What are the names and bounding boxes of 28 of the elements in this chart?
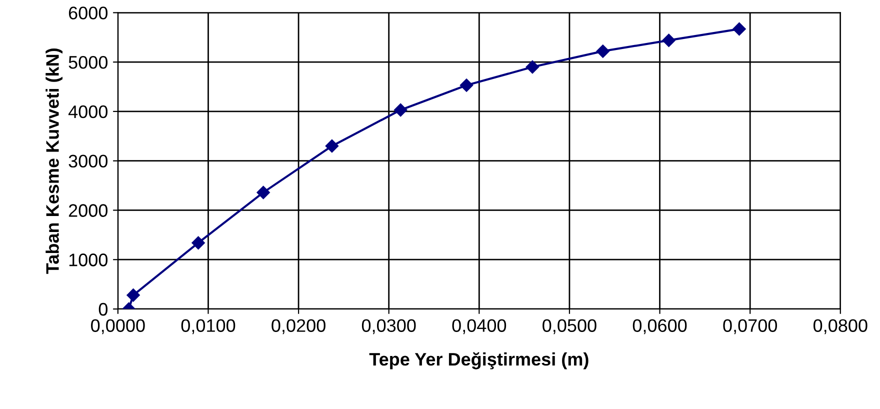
y-axis-title: Taban Kesme Kuvveti (kN) (46, 48, 62, 274)
x-axis-title: Tepe Yer Değiştirmesi (m) (369, 352, 588, 370)
x-tick-label: 0,0600 (632, 319, 687, 334)
x-tick-label: 0,0200 (272, 319, 326, 334)
point (596, 44, 610, 58)
y-tick-label: 4000 (68, 105, 108, 118)
x-tick-label: 0,0000 (91, 319, 145, 334)
point (126, 288, 140, 302)
x-tick-label: 0,0100 (181, 319, 236, 334)
point (732, 22, 746, 36)
point (460, 78, 474, 92)
point (394, 103, 408, 117)
y-tick-label: 2000 (68, 204, 108, 217)
y-tick-label: 3000 (68, 154, 108, 168)
point (662, 34, 676, 47)
x-tick-label: 0,0700 (723, 319, 777, 334)
x-tick-label: 0,0400 (452, 319, 506, 334)
x-tick-label: 0,0800 (813, 319, 868, 334)
x-tick-label: 0,0300 (362, 319, 416, 334)
point (526, 60, 540, 74)
point (192, 236, 205, 250)
y-tick-label: 1000 (69, 254, 108, 266)
y-tick-label: 0 (98, 302, 108, 316)
point (325, 139, 339, 153)
x-tick-label: 0,0500 (542, 319, 596, 334)
point (256, 186, 270, 200)
y-tick-label: 5000 (68, 56, 108, 69)
y-tick-label: 6000 (68, 6, 108, 20)
